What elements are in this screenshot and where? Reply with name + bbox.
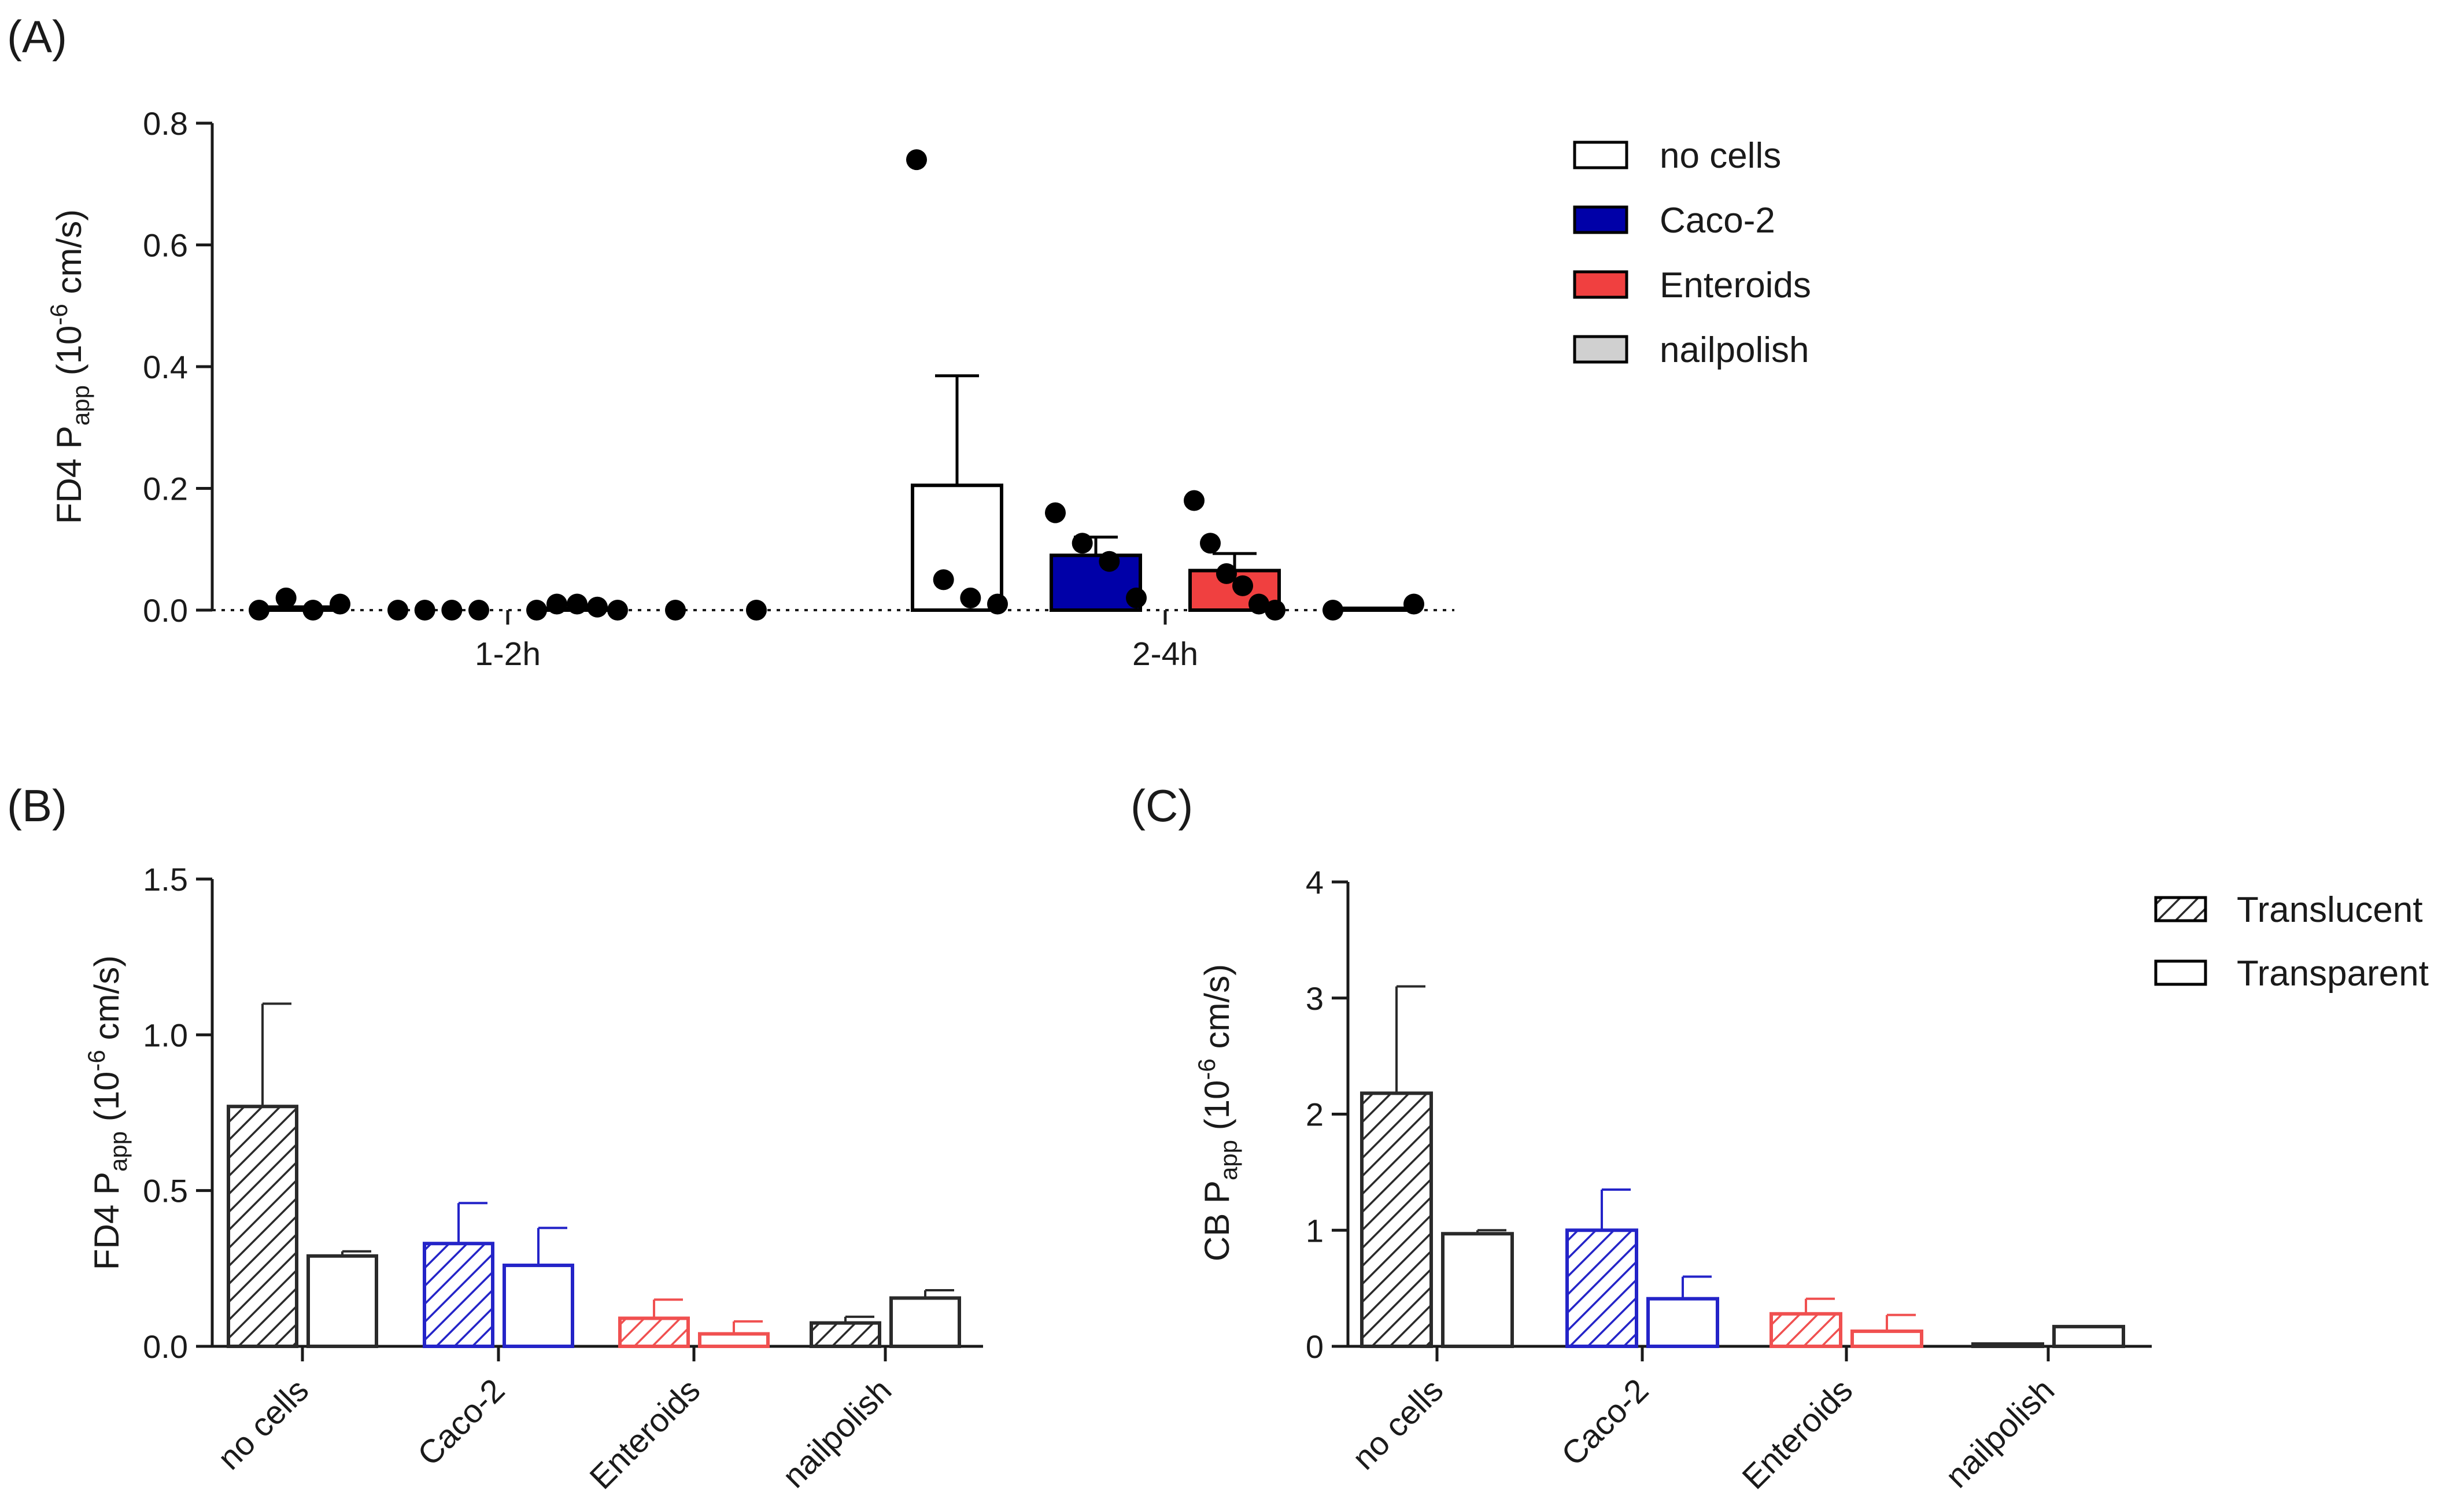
data-point (414, 600, 435, 621)
data-point (1045, 502, 1066, 523)
data-point (1216, 563, 1237, 584)
data-point (1072, 533, 1093, 554)
bar (618, 1316, 690, 1349)
data-point (302, 600, 324, 621)
legend-swatch-translucent (2154, 896, 2207, 922)
bar (1360, 1091, 1433, 1348)
legend-label: no cells (1660, 136, 1781, 176)
bar (1971, 1342, 2044, 1349)
data-point (249, 600, 269, 621)
panel-b-chart: 0.0 0.5 1.0 1.5 no cells Caco-2 Enteroids nail… (83, 861, 983, 1496)
panel-a-y-tick-label: 0.6 (143, 227, 188, 264)
data-point (1322, 600, 1343, 621)
data-point (1403, 593, 1424, 615)
bar (1050, 553, 1142, 612)
panel-a-category-label: 2-4h (1132, 636, 1198, 673)
panel-b-y-label: FD4 Papp (10-6 cm/s) (83, 955, 132, 1270)
data-point (1200, 533, 1221, 554)
panel-label-c: (C) (1131, 780, 1193, 831)
bar (1770, 1312, 1842, 1349)
legend-label: nailpolish (1660, 330, 1809, 370)
data-point (567, 593, 588, 615)
panel-b-y-tick-label: 1.0 (143, 1017, 188, 1053)
legend-swatch-transparent (2154, 959, 2207, 986)
data-point (746, 600, 767, 621)
panel-c-y-tick-label: 1 (1306, 1212, 1324, 1249)
bar (503, 1263, 574, 1349)
panel-a-y-tick-label: 0.8 (143, 105, 188, 142)
data-point (468, 600, 489, 621)
bar (698, 1332, 770, 1349)
panel-b-y-tick-label: 1.5 (143, 861, 188, 898)
bar (306, 1254, 378, 1348)
data-point (933, 569, 954, 590)
bar (2052, 1324, 2125, 1349)
data-point (526, 600, 547, 621)
panel-a-category-label: 1-2h (475, 636, 541, 673)
panel-b-category-label: no cells (210, 1372, 316, 1477)
panel-b-category-label: Enteroids (583, 1372, 708, 1497)
panel-c-category-label: nailpolish (1938, 1372, 2062, 1495)
panel-c-category-label: Caco-2 (1554, 1372, 1656, 1473)
legend-swatch-nailpolish (1573, 335, 1628, 364)
bar (1565, 1228, 1638, 1348)
bar (423, 1242, 494, 1348)
panel-a-y-tick-label: 0.0 (143, 592, 188, 629)
data-point (1099, 551, 1120, 572)
legend-label: Caco-2 (1660, 201, 1775, 241)
panel-c-legend: Translucent Transparent (2154, 890, 2429, 994)
data-point (1232, 575, 1253, 596)
panel-a-y-tick-label: 0.4 (143, 349, 188, 385)
legend-label: Transparent (2237, 954, 2429, 994)
panel-c-y-tick-label: 2 (1306, 1096, 1324, 1133)
data-point (906, 149, 927, 171)
panel-a-legend: no cells Caco-2 Enteroids nailpolish (1573, 136, 1811, 370)
data-point (1184, 490, 1205, 511)
data-point (441, 600, 463, 621)
data-point (987, 593, 1008, 615)
data-point (1248, 593, 1269, 615)
panel-b-y-tick-label: 0.0 (143, 1328, 188, 1365)
bar (911, 483, 1003, 612)
legend-label: Translucent (2237, 890, 2423, 930)
data-point (275, 587, 297, 608)
panel-c-category-label: no cells (1345, 1372, 1450, 1477)
legend-swatch-caco2 (1573, 205, 1628, 234)
panel-label-b: (B) (7, 780, 67, 831)
legend-label: Enteroids (1660, 265, 1811, 305)
bar (227, 1105, 298, 1349)
bar (810, 1321, 881, 1349)
data-point (1126, 587, 1147, 608)
data-point (960, 587, 981, 608)
panel-label-a: (A) (7, 11, 67, 62)
panel-c-y-label: CB Papp (10-6 cm/s) (1193, 964, 1242, 1261)
bar (1850, 1329, 1923, 1349)
data-point (607, 600, 628, 621)
panel-b-y-tick-label: 0.5 (143, 1173, 188, 1209)
data-point (330, 593, 350, 615)
data-point (665, 600, 686, 621)
panel-b-category-label: Caco-2 (411, 1372, 512, 1473)
legend-swatch-enteroids (1573, 270, 1628, 299)
bar (889, 1296, 961, 1348)
panel-c-category-label: Enteroids (1735, 1372, 1860, 1497)
legend-swatch-no-cells (1573, 141, 1628, 169)
data-point (546, 593, 567, 615)
data-point (1265, 600, 1285, 621)
panel-c-y-tick-label: 4 (1306, 864, 1324, 900)
panel-a-y-label: FD4 Papp (10-6 cm/s) (45, 209, 94, 524)
data-point (387, 600, 408, 621)
bar (1441, 1232, 1514, 1348)
panel-c-y-tick-label: 0 (1306, 1328, 1324, 1365)
bar (1646, 1297, 1719, 1348)
panel-a-chart: 0.0 0.2 0.4 0.6 0.8 1-2h 2-4h FD4 Papp (10-6… (45, 105, 1811, 673)
panel-b-category-label: nailpolish (775, 1372, 899, 1495)
data-point (587, 596, 608, 618)
panel-c-y-tick-label: 3 (1306, 980, 1324, 1017)
panel-a-y-tick-label: 0.2 (143, 471, 188, 507)
